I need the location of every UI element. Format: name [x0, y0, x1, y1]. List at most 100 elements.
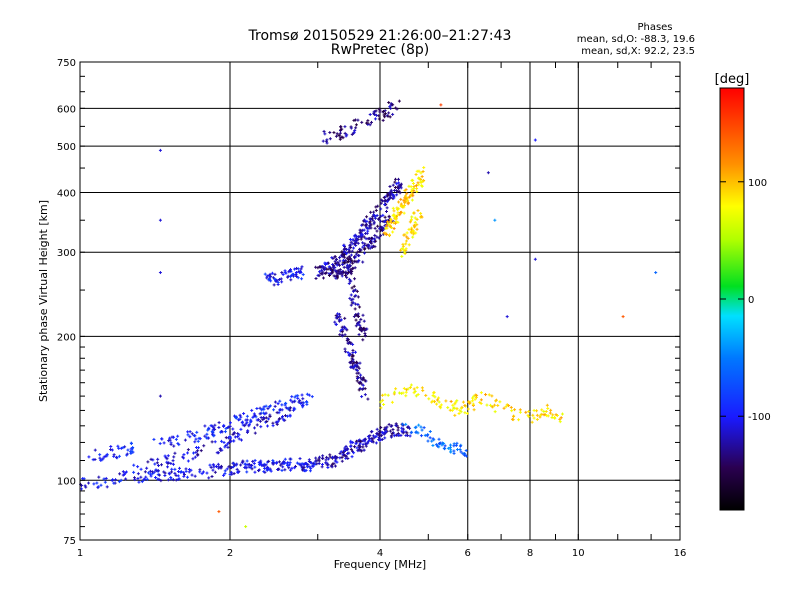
- data-point: [417, 423, 421, 427]
- data-point: [300, 401, 304, 405]
- data-point: [377, 107, 381, 111]
- data-point: [336, 260, 340, 264]
- data-point: [532, 416, 536, 420]
- data-point: [245, 459, 249, 463]
- data-point: [454, 400, 458, 404]
- data-point: [342, 265, 346, 269]
- data-point: [292, 400, 296, 404]
- data-point: [371, 437, 375, 441]
- data-point: [419, 179, 423, 183]
- data-point: [136, 477, 140, 481]
- data-point: [404, 197, 408, 201]
- data-point: [280, 403, 284, 407]
- data-point: [262, 405, 266, 409]
- data-point: [420, 386, 424, 390]
- data-point: [438, 405, 442, 409]
- data-point: [406, 425, 410, 429]
- data-point: [350, 269, 354, 273]
- data-point: [440, 443, 444, 447]
- data-point: [300, 265, 304, 269]
- data-point: [358, 231, 362, 235]
- data-point: [358, 440, 362, 444]
- data-point: [399, 186, 403, 190]
- data-point: [415, 227, 419, 231]
- data-point: [385, 226, 389, 230]
- data-point: [398, 213, 402, 217]
- data-point: [336, 269, 340, 273]
- data-point: [385, 425, 389, 429]
- data-point: [166, 465, 170, 469]
- data-point: [383, 215, 387, 219]
- data-point: [498, 400, 502, 404]
- data-point: [451, 403, 455, 407]
- data-point: [271, 462, 275, 466]
- data-point: [405, 231, 409, 235]
- data-point: [356, 241, 360, 245]
- data-point: [332, 131, 336, 135]
- data-point: [273, 404, 277, 408]
- x-axis-ticks: 1 2 4 6 8 10 16: [77, 62, 686, 559]
- data-point: [252, 461, 256, 465]
- data-point: [354, 255, 358, 259]
- data-point: [340, 327, 344, 331]
- data-point: [132, 463, 136, 467]
- x-tick-label: 10: [572, 548, 585, 559]
- data-point: [390, 431, 394, 435]
- data-point: [533, 138, 537, 142]
- data-point: [275, 279, 279, 283]
- data-point: [387, 101, 391, 105]
- data-point: [412, 185, 416, 189]
- data-point: [171, 459, 175, 463]
- data-point: [531, 413, 535, 417]
- data-point: [253, 431, 257, 435]
- data-point: [351, 301, 355, 305]
- data-point: [253, 413, 257, 417]
- data-point: [388, 220, 392, 224]
- data-point: [412, 223, 416, 227]
- data-point: [410, 178, 414, 182]
- data-point: [381, 109, 385, 113]
- data-point: [415, 187, 419, 191]
- data-point: [409, 218, 413, 222]
- data-point: [213, 440, 217, 444]
- data-point: [361, 228, 365, 232]
- data-point: [383, 393, 387, 397]
- data-point: [473, 397, 477, 401]
- data-point: [245, 470, 249, 474]
- data-point: [382, 220, 386, 224]
- data-point: [384, 199, 388, 203]
- data-point: [87, 481, 91, 485]
- data-point: [176, 470, 180, 474]
- data-point: [340, 250, 344, 254]
- data-point: [373, 110, 377, 114]
- data-point: [271, 424, 275, 428]
- data-point: [402, 211, 406, 215]
- data-point: [392, 434, 396, 438]
- data-point: [353, 239, 357, 243]
- data-point: [409, 383, 413, 387]
- data-point: [361, 313, 365, 317]
- data-point: [329, 267, 333, 271]
- data-point: [485, 403, 489, 407]
- data-point: [361, 338, 365, 342]
- data-point: [289, 398, 293, 402]
- data-point: [264, 404, 268, 408]
- data-point: [413, 216, 417, 220]
- data-point: [199, 449, 203, 453]
- data-point: [453, 402, 457, 406]
- data-point: [334, 270, 338, 274]
- data-point: [374, 441, 378, 445]
- data-point: [414, 394, 418, 398]
- data-point: [220, 439, 224, 443]
- data-point: [301, 403, 305, 407]
- data-point: [288, 457, 292, 461]
- data-point: [353, 277, 357, 281]
- data-point: [373, 117, 377, 121]
- data-point: [243, 424, 247, 428]
- data-point: [207, 426, 211, 430]
- data-point: [194, 437, 198, 441]
- data-point: [493, 218, 497, 222]
- data-point: [426, 433, 430, 437]
- data-point: [99, 483, 103, 487]
- data-point: [394, 177, 398, 181]
